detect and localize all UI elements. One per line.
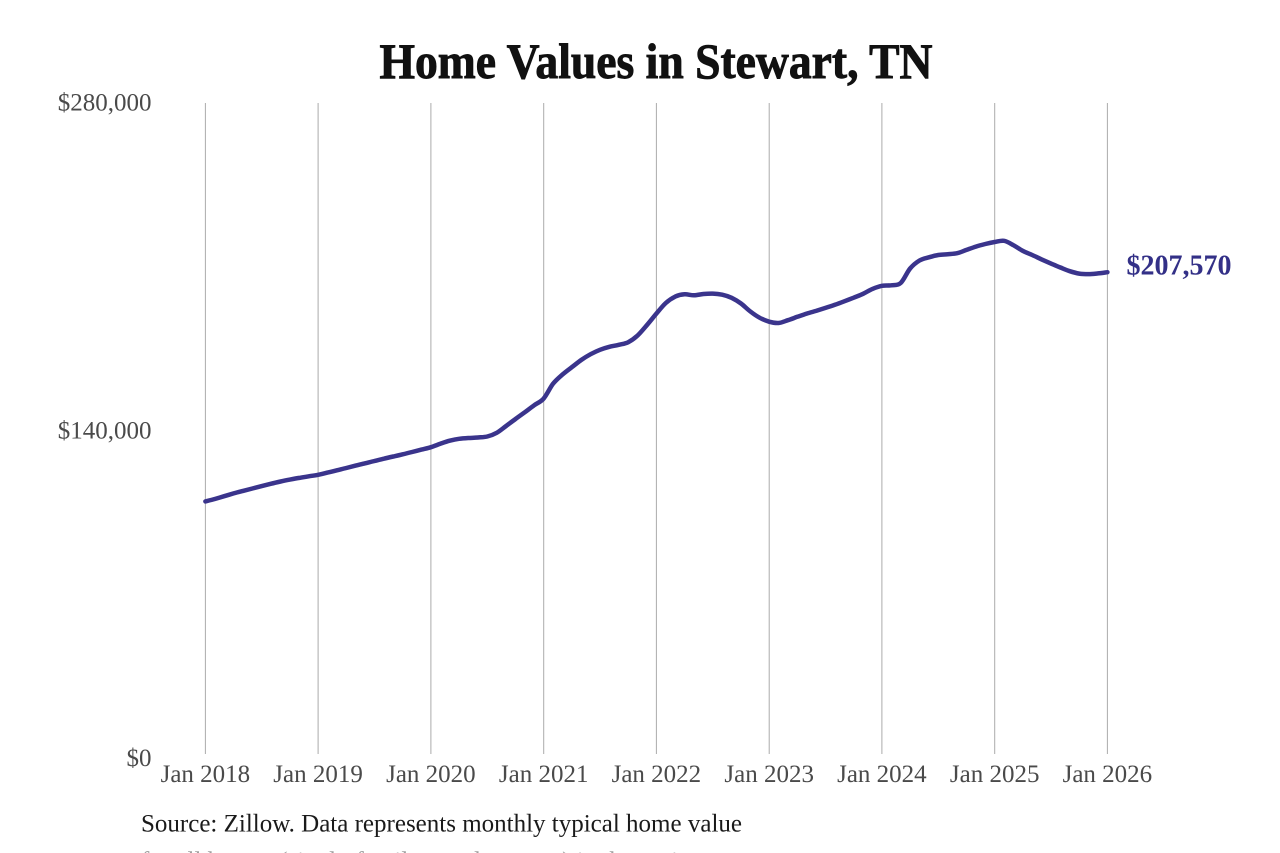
svg-text:Jan 2019: Jan 2019 — [273, 761, 363, 788]
svg-text:$280,000: $280,000 — [58, 90, 152, 117]
svg-text:Jan 2024: Jan 2024 — [837, 761, 927, 788]
svg-text:Jan 2025: Jan 2025 — [950, 761, 1040, 788]
svg-text:Jan 2022: Jan 2022 — [612, 761, 702, 788]
svg-text:$0: $0 — [127, 745, 152, 772]
svg-text:for all homes (single-family,: for all homes (single-family, condo, co-… — [141, 848, 704, 853]
svg-text:$207,570: $207,570 — [1127, 251, 1232, 282]
svg-text:Jan 2026: Jan 2026 — [1063, 761, 1153, 788]
svg-text:Jan 2023: Jan 2023 — [724, 761, 814, 788]
svg-text:Jan 2021: Jan 2021 — [499, 761, 589, 788]
svg-text:Home Values in Stewart, TN: Home Values in Stewart, TN — [380, 33, 933, 89]
svg-text:Source: Zillow. Data represent: Source: Zillow. Data represents monthly … — [141, 811, 742, 838]
svg-text:Jan 2018: Jan 2018 — [161, 761, 251, 788]
svg-text:$140,000: $140,000 — [58, 417, 152, 444]
svg-text:Jan 2020: Jan 2020 — [386, 761, 476, 788]
